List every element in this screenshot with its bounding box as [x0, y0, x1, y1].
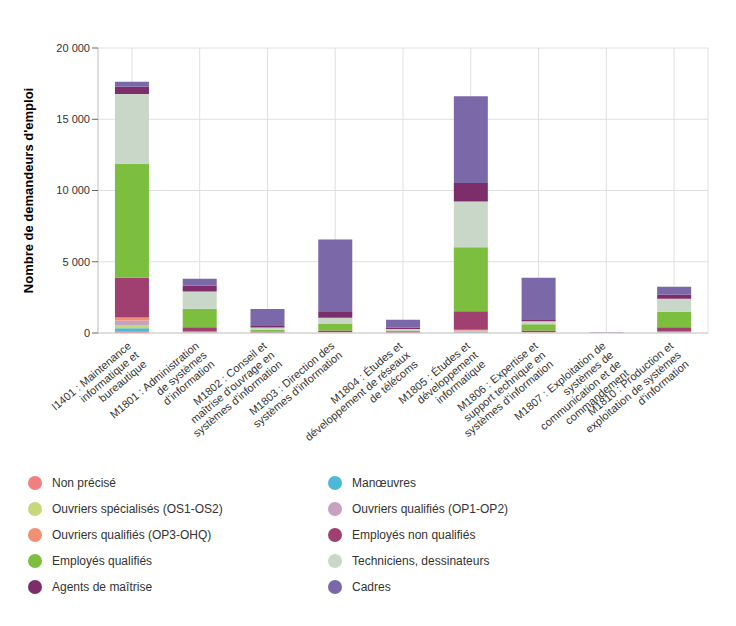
svg-text:I1401 : Maintenanceinformatiqu: I1401 : Maintenanceinformatique etbureau…	[49, 339, 149, 431]
svg-text:15 000: 15 000	[56, 113, 90, 125]
svg-text:20 000: 20 000	[56, 42, 90, 54]
svg-text:10 000: 10 000	[56, 184, 90, 196]
svg-text:Nombre de demandeurs d'emploi: Nombre de demandeurs d'emploi	[21, 88, 36, 293]
svg-text:M1802 : Conseil etmaîtrise d'o: M1802 : Conseil etmaîtrise d'ouvrage ens…	[175, 339, 284, 439]
svg-text:M1810 : Production etexploitat: M1810 : Production etexploitation de sys…	[575, 339, 691, 444]
svg-text:5 000: 5 000	[62, 256, 90, 268]
svg-text:0: 0	[84, 327, 90, 339]
